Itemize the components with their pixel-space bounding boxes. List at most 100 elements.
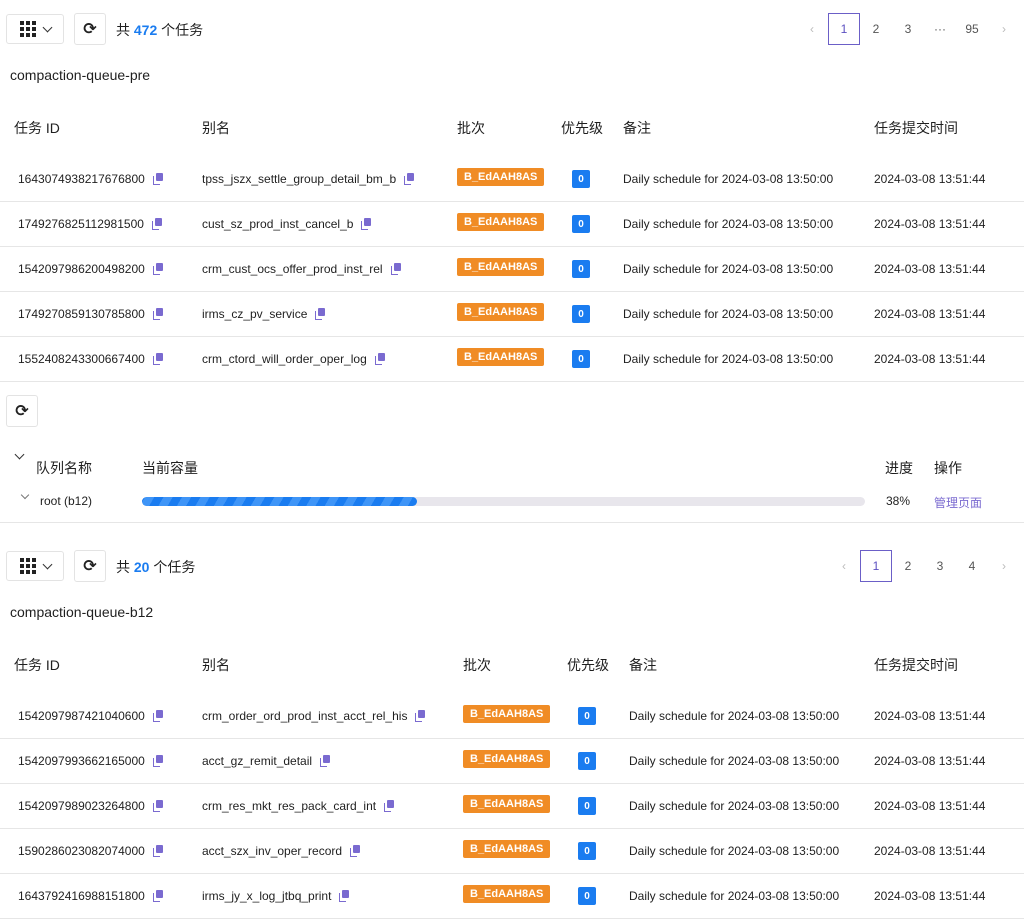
submit-time: 2024-03-08 13:51:44 xyxy=(874,307,986,321)
priority-badge: 0 xyxy=(572,215,590,233)
copy-icon[interactable] xyxy=(390,263,401,275)
queue-name: root (b12) xyxy=(40,494,93,508)
chevron-down-icon xyxy=(42,559,52,569)
task-note: Daily schedule for 2024-03-08 13:50:00 xyxy=(629,889,840,903)
task-alias: irms_jy_x_log_jtbq_print xyxy=(202,889,332,903)
task-alias: acct_szx_inv_oper_record xyxy=(202,844,343,858)
manage-page-link[interactable]: 管理页面 xyxy=(934,496,983,510)
table-row: 1643792416988151800 irms_jy_x_log_jtbq_p… xyxy=(0,874,1024,919)
page-4[interactable]: ··· xyxy=(934,22,946,36)
priority-badge: 0 xyxy=(572,170,590,188)
copy-icon[interactable] xyxy=(152,263,163,275)
next-page-button[interactable]: › xyxy=(1002,559,1006,573)
copy-icon[interactable] xyxy=(320,755,331,767)
copy-icon[interactable] xyxy=(315,308,326,320)
column-header: 任务提交时间 xyxy=(874,657,958,673)
copy-icon[interactable] xyxy=(350,845,361,857)
task-note: Daily schedule for 2024-03-08 13:50:00 xyxy=(623,217,834,231)
priority-badge: 0 xyxy=(572,260,590,278)
copy-icon[interactable] xyxy=(374,353,385,365)
table-header: 任务 ID 别名 批次 优先级 备注 任务提交时间 xyxy=(0,643,1024,683)
column-header: 当前容量 xyxy=(142,460,198,476)
queue-name: compaction-queue-b12 xyxy=(10,604,154,620)
refresh-button[interactable]: ⟳ xyxy=(74,550,106,582)
table-row: 1552408243300667400 crm_ctord_will_order… xyxy=(0,337,1024,382)
column-header: 优先级 xyxy=(561,120,603,136)
copy-icon[interactable] xyxy=(152,308,163,320)
task-id: 1643792416988151800 xyxy=(18,889,145,903)
page-3[interactable]: 3 xyxy=(936,559,944,573)
copy-icon[interactable] xyxy=(152,800,163,812)
page-5[interactable]: 95 xyxy=(965,22,979,36)
task-id: 1542097993662165000 xyxy=(18,754,145,768)
expand-row-icon[interactable] xyxy=(20,490,30,500)
task-note: Daily schedule for 2024-03-08 13:50:00 xyxy=(623,172,834,186)
page-3[interactable]: 3 xyxy=(904,22,912,36)
submit-time: 2024-03-08 13:51:44 xyxy=(874,799,986,813)
prev-page-button[interactable]: ‹ xyxy=(842,559,846,573)
copy-icon[interactable] xyxy=(361,218,372,230)
task-id: 1749276825112981500 xyxy=(18,217,144,231)
column-header: 批次 xyxy=(463,657,491,673)
batch-badge: B_EdAAH8AS xyxy=(457,213,545,231)
column-header: 优先级 xyxy=(567,657,609,673)
batch-badge: B_EdAAH8AS xyxy=(463,750,551,768)
copy-icon[interactable] xyxy=(152,845,163,857)
page-2[interactable]: 2 xyxy=(872,22,880,36)
pagination: ‹ 1 2 3 4 › xyxy=(828,550,1020,582)
priority-badge: 0 xyxy=(578,752,596,770)
copy-icon[interactable] xyxy=(151,218,162,230)
priority-badge: 0 xyxy=(572,305,590,323)
copy-icon[interactable] xyxy=(339,890,350,902)
task-note: Daily schedule for 2024-03-08 13:50:00 xyxy=(629,709,840,723)
column-header: 操作 xyxy=(934,460,962,476)
page-1[interactable]: 1 xyxy=(828,13,860,45)
task-id: 1542097986200498200 xyxy=(18,262,145,276)
grid-icon xyxy=(19,558,36,574)
page-2[interactable]: 2 xyxy=(904,559,912,573)
capacity-refresh-button[interactable]: ⟳ xyxy=(6,395,38,427)
column-header: 别名 xyxy=(202,120,230,136)
task-alias: crm_cust_ocs_offer_prod_inst_rel xyxy=(202,262,383,276)
prev-page-button[interactable]: ‹ xyxy=(810,22,814,36)
priority-badge: 0 xyxy=(578,842,596,860)
column-settings-button[interactable] xyxy=(6,551,64,581)
copy-icon[interactable] xyxy=(152,173,163,185)
batch-badge: B_EdAAH8AS xyxy=(463,885,551,903)
copy-icon[interactable] xyxy=(404,173,415,185)
batch-badge: B_EdAAH8AS xyxy=(463,705,551,723)
page-1[interactable]: 1 xyxy=(860,550,892,582)
submit-time: 2024-03-08 13:51:44 xyxy=(874,262,986,276)
task-alias: irms_cz_pv_service xyxy=(202,307,308,321)
task-alias: cust_sz_prod_inst_cancel_b xyxy=(202,217,354,231)
copy-icon[interactable] xyxy=(384,800,395,812)
task-count: 共 472 个任务 xyxy=(116,22,204,38)
task-id: 1590286023082074000 xyxy=(18,844,145,858)
copy-icon[interactable] xyxy=(152,755,163,767)
column-header: 队列名称 xyxy=(36,460,92,476)
page-4[interactable]: 4 xyxy=(968,559,976,573)
task-id: 1552408243300667400 xyxy=(18,352,145,366)
expand-all-icon[interactable] xyxy=(14,449,25,460)
batch-badge: B_EdAAH8AS xyxy=(463,795,551,813)
column-header: 备注 xyxy=(629,657,657,673)
task-id: 1643074938217676800 xyxy=(18,172,145,186)
copy-icon[interactable] xyxy=(152,890,163,902)
capacity-row: root (b12) 38% 管理页面 xyxy=(0,479,1024,523)
task-note: Daily schedule for 2024-03-08 13:50:00 xyxy=(623,262,834,276)
table-row: 1542097987421040600 crm_order_ord_prod_i… xyxy=(0,694,1024,739)
task-id: 1542097989023264800 xyxy=(18,799,145,813)
table-header: 任务 ID 别名 批次 优先级 备注 任务提交时间 xyxy=(0,106,1024,146)
copy-icon[interactable] xyxy=(152,710,163,722)
copy-icon[interactable] xyxy=(152,353,163,365)
refresh-button[interactable]: ⟳ xyxy=(74,13,106,45)
column-settings-button[interactable] xyxy=(6,14,64,44)
next-page-button[interactable]: › xyxy=(1002,22,1006,36)
task-alias: tpss_jszx_settle_group_detail_bm_b xyxy=(202,172,397,186)
chevron-down-icon xyxy=(42,22,52,32)
copy-icon[interactable] xyxy=(415,710,426,722)
task-note: Daily schedule for 2024-03-08 13:50:00 xyxy=(629,799,840,813)
table-row: 1590286023082074000 acct_szx_inv_oper_re… xyxy=(0,829,1024,874)
queue-name: compaction-queue-pre xyxy=(10,67,151,83)
submit-time: 2024-03-08 13:51:44 xyxy=(874,889,986,903)
